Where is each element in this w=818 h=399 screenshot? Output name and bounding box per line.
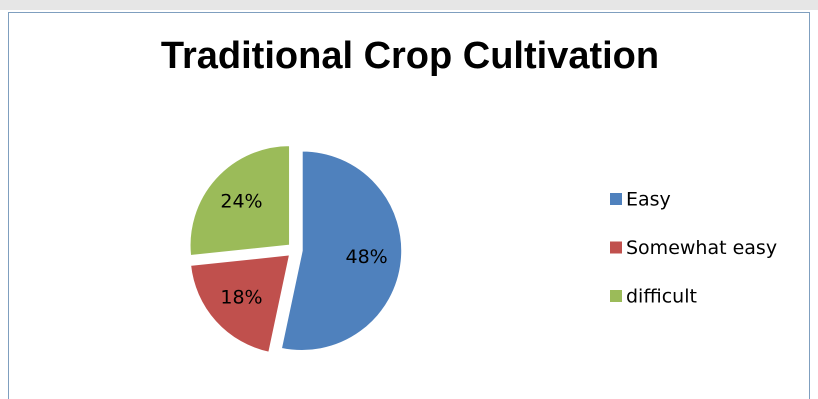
pie-slice <box>189 253 291 354</box>
legend-label: difficult <box>626 286 697 308</box>
slice-label: 18% <box>220 287 262 309</box>
legend-label: Somewhat easy <box>626 237 777 259</box>
legend-swatch <box>610 290 622 302</box>
pie-slice <box>189 144 291 257</box>
legend-label: Easy <box>626 189 671 211</box>
pie: 48% 18% 24% <box>189 144 403 354</box>
legend-swatch <box>610 241 622 254</box>
chart-title: Traditional Crop Cultivation <box>161 35 659 77</box>
pie-slice <box>280 149 403 352</box>
slice-label: 48% <box>345 246 387 268</box>
chart-frame <box>8 12 810 399</box>
legend: Easy Somewhat easy difficult <box>610 189 777 308</box>
legend-swatch <box>610 193 622 205</box>
page-band <box>0 0 818 10</box>
slice-label: 24% <box>220 190 262 212</box>
